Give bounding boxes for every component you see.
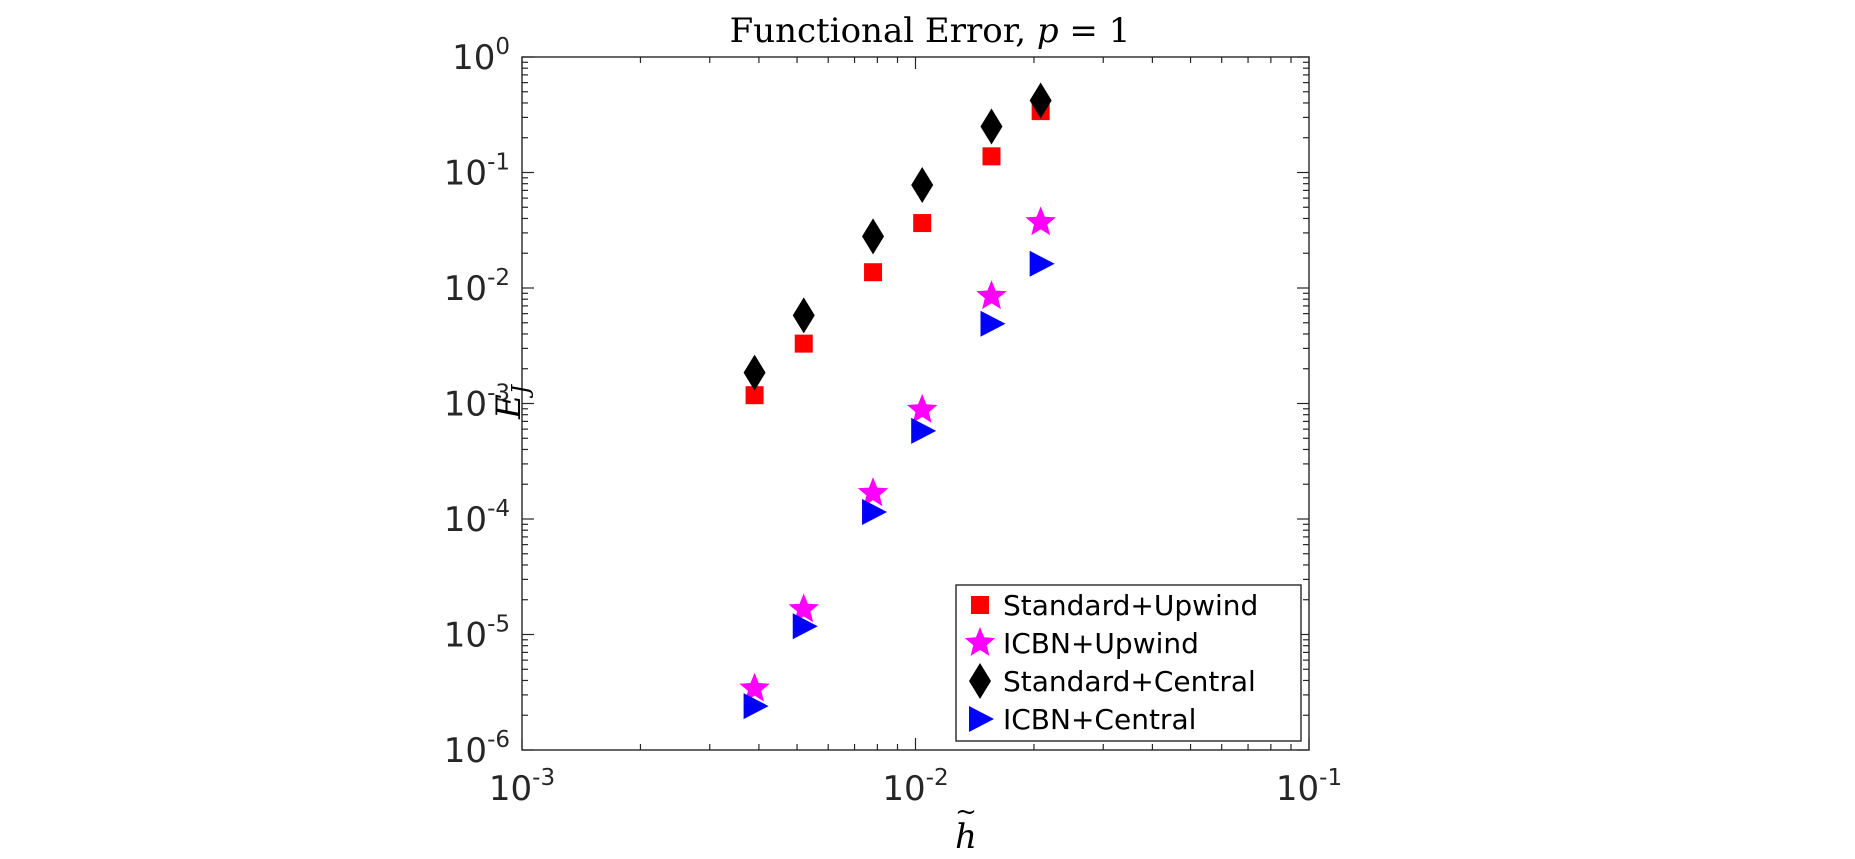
legend-item: Standard+Central — [969, 663, 1256, 699]
data-point — [1029, 82, 1052, 119]
y-tick-label: 10-3 — [444, 381, 510, 425]
data-point — [1029, 250, 1055, 277]
legend-marker — [971, 596, 989, 614]
data-point — [788, 593, 819, 623]
legend: Standard+Upwind ICBN+Upwind Standard+Centr… — [955, 584, 1302, 742]
data-point — [792, 613, 818, 640]
series-icbn-central — [743, 250, 1055, 720]
y-tick-label: 100 — [452, 34, 510, 78]
x-axis-label-accent: ~ — [955, 797, 977, 827]
data-point — [864, 263, 883, 282]
data-point — [857, 477, 889, 507]
data-point — [739, 672, 770, 702]
data-point — [980, 310, 1006, 337]
x-tick-label: 10-3 — [489, 765, 555, 809]
legend-label: ICBN+Upwind — [1003, 627, 1199, 660]
axis-ticks — [521, 56, 1310, 751]
legend-item: ICBN+Central — [969, 703, 1196, 736]
x-tick-label: 10-2 — [882, 765, 948, 809]
series-icbn-upwind — [739, 206, 1056, 702]
chart-title: Functional Error, p = 1 — [730, 11, 1131, 51]
legend-label: Standard+Central — [1003, 665, 1256, 698]
x-tick-label: 10-1 — [1276, 765, 1342, 809]
legend-marker — [969, 706, 994, 732]
svg-text:EJ: EJ — [489, 383, 534, 420]
data-point — [862, 498, 888, 525]
data-point — [911, 417, 937, 444]
data-point — [743, 693, 769, 720]
chart-title-main: Functional Error, — [730, 11, 1037, 51]
data-point — [745, 386, 764, 405]
legend-marker — [969, 663, 991, 699]
y-tick-label: 10-4 — [444, 496, 510, 540]
data-point — [913, 214, 932, 233]
y-axis-label-subscript: J — [508, 383, 534, 398]
y-axis-label-main: E — [489, 394, 529, 420]
legend-box — [955, 584, 1302, 742]
data-markers — [739, 82, 1056, 720]
x-axis-label: ~ h — [955, 797, 977, 857]
y-tick-label: 10-5 — [444, 612, 510, 656]
y-tick-label: 10-2 — [444, 265, 510, 309]
series-standard-central — [743, 82, 1052, 391]
axis-tick-labels: 10-3 10-2 10-1 10-6 10-5 10-4 10-3 10-2 10-1 100 — [444, 34, 1342, 809]
x-axis-label-text: h — [955, 817, 977, 857]
legend-item: Standard+Upwind — [971, 589, 1258, 622]
data-point — [862, 218, 885, 255]
data-point — [980, 108, 1003, 145]
data-point — [794, 334, 813, 353]
legend-item: ICBN+Upwind — [964, 627, 1199, 660]
data-point — [743, 354, 766, 391]
data-point — [911, 166, 934, 203]
legend-label: Standard+Upwind — [1003, 589, 1258, 622]
chart-title-rest: = 1 — [1059, 11, 1131, 51]
y-tick-label: 10-6 — [444, 727, 510, 771]
y-tick-label: 10-1 — [444, 150, 510, 194]
data-point — [792, 297, 815, 334]
data-point — [976, 280, 1007, 310]
y-axis-label: EJ — [489, 383, 534, 420]
series-standard-upwind — [745, 102, 1050, 405]
chart-title-variable: p — [1037, 11, 1059, 51]
data-point — [1025, 206, 1056, 236]
data-point — [907, 393, 938, 423]
legend-marker — [964, 627, 996, 656]
data-point — [982, 147, 1001, 166]
legend-label: ICBN+Central — [1003, 703, 1196, 736]
